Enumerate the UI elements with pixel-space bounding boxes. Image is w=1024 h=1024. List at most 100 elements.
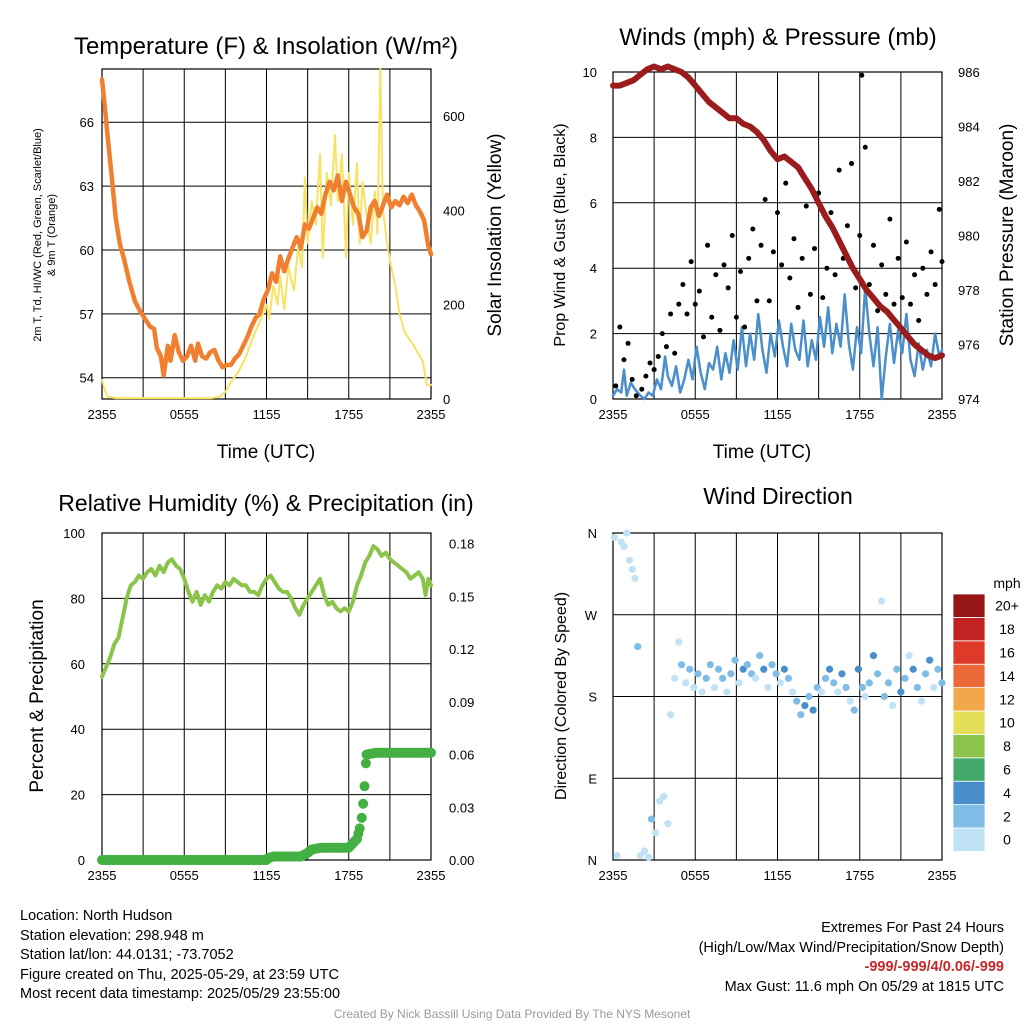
wind-y-tick-label-left: 2 — [590, 327, 597, 342]
wind-data-point — [844, 223, 850, 229]
wind-y-tick-label-left: 6 — [590, 196, 597, 211]
wind-data-point — [762, 197, 768, 203]
wind-data-point — [737, 268, 743, 274]
wind-data-point — [651, 367, 657, 373]
wind-y-tick-label-right: 982 — [958, 174, 980, 189]
dir-data-point — [809, 706, 817, 714]
colorbar-label: 14 — [999, 668, 1015, 684]
wind-data-point — [621, 357, 627, 363]
wind-plot-border — [612, 71, 943, 400]
station-location: Location: North Hudson — [20, 908, 173, 924]
dir-data-point — [710, 683, 719, 692]
colorbar-label: 8 — [1003, 738, 1011, 754]
rh-data-point — [356, 812, 367, 823]
dir-data-point — [897, 688, 905, 696]
dir-data-point — [647, 815, 655, 823]
dir-data-point — [869, 652, 878, 660]
colorbar-swatch — [952, 617, 986, 642]
dir-data-point — [821, 674, 830, 682]
dir-data-point — [675, 638, 683, 646]
temp-y-axis-label-left-1: 2m T, Td, HI/WC (Red, Green, Scarlet/Blu… — [32, 128, 44, 342]
rh-y-tick-label-right: 0.00 — [449, 853, 474, 868]
wind-data-point — [820, 295, 826, 301]
wind-data-point — [629, 376, 635, 382]
rh-y-tick-label-right: 0.15 — [449, 589, 474, 604]
temp-y-axis-label-right: Solar Insolation (Yellow) — [485, 133, 506, 336]
wind-x-tick-label: 0555 — [681, 407, 710, 422]
wind-data-point — [721, 262, 727, 268]
wind-series-line — [611, 286, 944, 401]
dir-data-point — [698, 688, 706, 696]
wind-data-point — [668, 311, 674, 317]
wind-y-tick-label-left: 0 — [590, 392, 597, 407]
rh-x-tick-label: 0555 — [170, 868, 199, 883]
dir-data-point — [731, 656, 739, 664]
wind-data-point — [836, 167, 842, 173]
dir-data-point — [625, 556, 634, 564]
wind-data-point — [870, 242, 876, 248]
dir-data-point — [690, 683, 698, 692]
dir-data-point — [825, 665, 834, 673]
dir-data-point — [846, 697, 854, 705]
rh-y-tick-label-left: 20 — [71, 788, 85, 803]
colorbar-swatch — [952, 734, 986, 759]
wind-data-point — [887, 216, 893, 222]
wind-x-tick-label: 1155 — [764, 407, 792, 422]
temp-y-tick-label-left: 60 — [80, 243, 94, 258]
rh-y-tick-label-left: 80 — [71, 591, 85, 606]
dir-data-point — [893, 665, 901, 673]
wind-data-point — [775, 210, 780, 216]
dir-data-point — [719, 674, 727, 682]
colorbar-swatch — [952, 827, 986, 852]
wind-data-point — [853, 285, 859, 291]
wind-data-point — [828, 210, 834, 216]
dir-data-point — [834, 688, 842, 696]
wind-title: Winds (mph) & Pressure (mb) — [619, 24, 936, 51]
dir-data-point — [921, 670, 930, 678]
temp-series-line — [101, 68, 432, 400]
dir-data-point — [817, 688, 825, 696]
wind-y-tick-label-right: 974 — [958, 392, 980, 407]
station-info: Location: North Hudson Station elevation… — [20, 907, 340, 1005]
rh-x-tick-label: 2355 — [417, 868, 446, 883]
wind-data-point — [807, 291, 813, 297]
colorbar-label: 16 — [999, 645, 1015, 661]
credit-line: Created By Nick Bassill Using Data Provi… — [333, 1007, 691, 1021]
dir-data-point — [686, 665, 694, 673]
wind-data-point — [655, 353, 661, 359]
dir-data-point — [905, 652, 913, 660]
dir-data-point — [776, 679, 784, 687]
wind-data-point — [824, 265, 830, 271]
wind-x-tick-label: 2355 — [928, 407, 957, 422]
dir-data-point — [677, 661, 686, 669]
dir-data-point — [909, 665, 917, 673]
dir-data-point — [751, 674, 760, 682]
dir-data-point — [706, 661, 714, 669]
extremes-legend: (High/Low/Max Wind/Precipitation/Snow De… — [698, 939, 1004, 956]
dir-data-point — [756, 652, 764, 660]
temp-title: Temperature (F) & Insolation (W/m²) — [74, 33, 458, 60]
rh-y-tick-label-left: 100 — [63, 526, 85, 541]
wind-data-point — [795, 304, 801, 310]
wind-data-point — [899, 295, 905, 301]
colorbar-label: 18 — [999, 621, 1015, 637]
dir-data-point — [913, 683, 921, 692]
wind-data-point — [758, 242, 764, 248]
rh-data-point — [360, 758, 371, 769]
temp-x-tick-label: 0555 — [170, 407, 199, 422]
temp-y-tick-label-left: 54 — [80, 371, 94, 386]
wind-data-point — [742, 324, 748, 330]
wind-data-point — [700, 334, 706, 340]
dir-data-point — [926, 656, 934, 664]
temp-x-tick-label: 1155 — [253, 407, 281, 422]
dir-data-point — [723, 688, 731, 696]
dir-data-point — [878, 597, 886, 605]
wind-data-point — [659, 331, 665, 337]
wind-data-point — [939, 259, 945, 265]
wind-data-point — [639, 386, 645, 392]
wind-data-point — [832, 272, 838, 278]
dir-data-point — [901, 674, 909, 682]
dir-data-point — [884, 679, 893, 687]
temp-y-tick-label-right: 400 — [443, 203, 465, 218]
